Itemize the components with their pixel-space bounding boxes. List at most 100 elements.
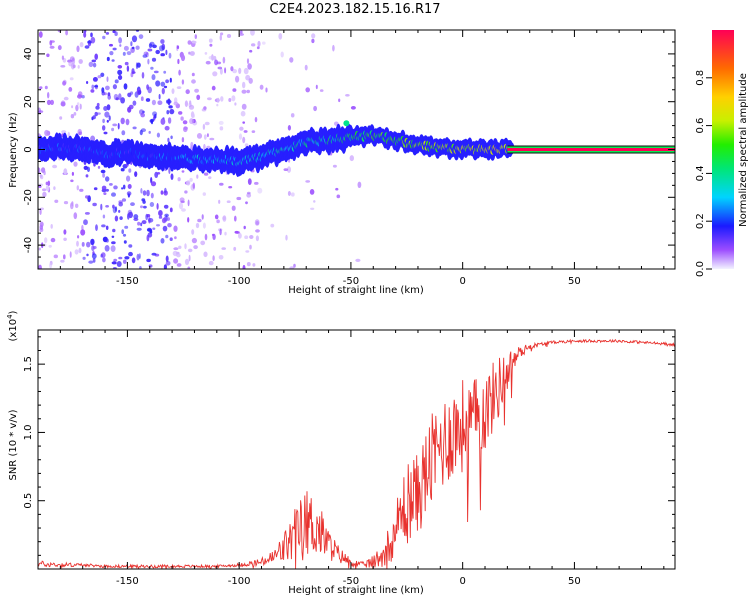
- noise-point: [305, 87, 311, 93]
- noise-point: [332, 164, 337, 168]
- noise-point: [203, 172, 209, 176]
- noise-point: [220, 96, 224, 102]
- noise-point: [255, 229, 260, 233]
- noise-point: [224, 231, 227, 236]
- noise-point: [118, 256, 123, 260]
- noise-point: [123, 45, 129, 51]
- noise-point: [224, 67, 227, 74]
- noise-point: [92, 77, 98, 82]
- noise-point: [63, 237, 67, 241]
- noise-point: [222, 216, 226, 220]
- noise-point: [136, 227, 142, 231]
- noise-point: [131, 35, 138, 43]
- noise-point: [178, 202, 184, 210]
- noise-point: [180, 116, 184, 121]
- noise-point: [194, 34, 197, 39]
- noise-point: [102, 214, 106, 219]
- noise-point: [236, 196, 242, 201]
- noise-point: [156, 203, 159, 210]
- noise-point: [164, 125, 170, 131]
- noise-point: [73, 161, 78, 167]
- noise-point: [190, 141, 194, 148]
- noise-point: [94, 53, 98, 60]
- noise-point: [167, 117, 172, 124]
- noise-point: [142, 110, 145, 114]
- noise-point: [112, 228, 116, 233]
- noise-point: [280, 51, 284, 58]
- noise-point: [106, 76, 109, 82]
- noise-point: [111, 261, 117, 265]
- snr-axes: -150 -100 -50 0 50 0.5 1.0 1.5: [23, 330, 675, 587]
- noise-point: [221, 247, 226, 250]
- noise-point: [60, 65, 66, 68]
- noise-point: [152, 227, 156, 230]
- noise-point: [285, 234, 288, 241]
- noise-point: [167, 137, 170, 143]
- noise-point: [53, 186, 56, 191]
- noise-point: [74, 249, 79, 255]
- noise-point: [103, 106, 108, 111]
- noise-point: [207, 97, 212, 101]
- noise-point: [196, 133, 203, 139]
- noise-point: [249, 235, 254, 239]
- noise-point: [82, 256, 86, 260]
- noise-point: [161, 87, 165, 95]
- noise-point: [95, 105, 100, 110]
- noise-point: [218, 120, 224, 125]
- noise-point: [128, 251, 133, 257]
- noise-point: [357, 181, 362, 188]
- noise-point: [243, 67, 249, 75]
- noise-point: [125, 118, 130, 126]
- noise-point: [243, 130, 248, 133]
- noise-point: [163, 85, 168, 89]
- noise-point: [123, 240, 127, 244]
- noise-point: [240, 110, 246, 117]
- noise-point: [191, 229, 195, 235]
- noise-point: [122, 184, 126, 190]
- noise-point: [102, 173, 105, 178]
- noise-point: [246, 58, 250, 64]
- noise-point: [195, 222, 200, 229]
- noise-point: [155, 80, 161, 87]
- noise-point: [132, 126, 137, 130]
- noise-point: [304, 64, 308, 71]
- noise-point: [38, 31, 43, 38]
- noise-point: [118, 37, 122, 44]
- noise-point: [106, 56, 110, 62]
- noise-point: [142, 200, 146, 204]
- noise-point: [149, 230, 153, 234]
- noise-point: [147, 232, 153, 238]
- noise-point: [228, 186, 233, 189]
- noise-point: [107, 94, 111, 100]
- noise-point: [76, 45, 80, 53]
- y-tick-label: 1.0: [23, 424, 34, 440]
- x-tick-label: 50: [568, 276, 581, 287]
- noise-point: [181, 170, 185, 173]
- noise-point: [149, 202, 155, 207]
- noise-point: [138, 90, 142, 95]
- noise-point: [145, 213, 149, 221]
- noise-point: [169, 237, 173, 241]
- noise-point: [105, 225, 109, 230]
- noise-point: [238, 33, 244, 36]
- y-tick-label: 1.5: [23, 356, 34, 372]
- noise-point: [169, 207, 173, 213]
- noise-point: [242, 136, 246, 144]
- noise-point: [257, 40, 261, 47]
- noise-point: [188, 51, 191, 55]
- noise-point: [172, 250, 178, 257]
- noise-point: [234, 102, 237, 106]
- noise-point: [95, 224, 98, 232]
- noise-point: [189, 118, 194, 125]
- noise-point: [109, 51, 114, 56]
- noise-point: [47, 180, 51, 187]
- noise-point: [86, 81, 89, 84]
- noise-point: [202, 123, 206, 130]
- noise-point: [165, 261, 171, 266]
- noise-point: [105, 85, 110, 91]
- noise-point: [231, 95, 236, 102]
- noise-point: [192, 182, 195, 189]
- noise-point: [242, 81, 246, 89]
- noise-point: [131, 46, 135, 50]
- noise-point: [168, 52, 172, 59]
